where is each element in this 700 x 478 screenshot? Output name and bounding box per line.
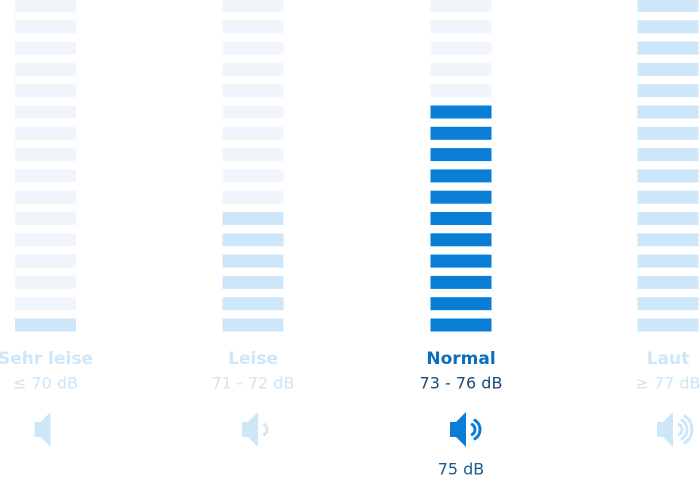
speaker-cone: [40, 412, 51, 447]
speaker-icon: [242, 412, 269, 447]
level-title: Sehr leise: [0, 349, 93, 369]
empty-bar: [222, 0, 284, 12]
level-bar: [430, 254, 492, 268]
empty-bar: [15, 62, 76, 76]
level-bar: [637, 20, 699, 34]
empty-bar: [15, 297, 76, 311]
level-bar: [430, 297, 492, 311]
speaker-icon: [450, 412, 482, 447]
empty-bar: [15, 254, 76, 268]
level-bar: [637, 169, 699, 183]
speaker-body: [450, 422, 457, 437]
level-bar: [637, 62, 699, 76]
level-bar: [222, 275, 284, 289]
speaker-wave: [262, 422, 269, 437]
empty-bar: [15, 126, 76, 140]
level-bar: [637, 233, 699, 247]
level-bar: [637, 297, 699, 311]
speaker-wave: [680, 418, 689, 441]
speaker-body: [657, 422, 664, 437]
empty-bar: [15, 148, 76, 162]
empty-bar: [15, 0, 76, 12]
empty-bar: [222, 41, 284, 55]
level-bar: [15, 318, 76, 332]
level-range: 71 - 72 dB: [212, 374, 295, 393]
level-bar: [430, 169, 492, 183]
empty-bar: [15, 275, 76, 289]
empty-bar: [222, 190, 284, 204]
level-bar: [222, 212, 284, 225]
level-bar: [637, 126, 699, 140]
level-bar: [637, 254, 699, 268]
level-bar: [430, 318, 492, 332]
level-bar: [637, 190, 699, 204]
empty-bar: [222, 169, 284, 183]
empty-bar: [15, 105, 76, 119]
level-bar: [637, 148, 699, 162]
level-title: Laut: [647, 349, 690, 369]
empty-bar: [15, 190, 76, 204]
speaker-wave: [683, 414, 694, 445]
level-bar: [637, 318, 699, 332]
empty-bar: [430, 84, 492, 98]
empty-bar: [222, 84, 284, 98]
speaker-wave: [473, 418, 482, 441]
level-bar: [430, 212, 492, 225]
empty-bar: [430, 0, 492, 12]
level-bar: [222, 318, 284, 332]
level-bar: [637, 0, 699, 12]
empty-bar: [15, 20, 76, 34]
speaker-body: [34, 422, 42, 437]
empty-bar: [222, 126, 284, 140]
empty-bar: [222, 20, 284, 34]
speaker-wave: [470, 422, 477, 437]
level-bar: [430, 275, 492, 289]
speaker-icon: [657, 412, 694, 447]
speaker-cone: [248, 412, 258, 447]
level-bar: [430, 233, 492, 247]
level-bar: [430, 148, 492, 162]
empty-bar: [15, 41, 76, 55]
empty-bar: [15, 169, 76, 183]
speaker-wave: [677, 422, 684, 437]
level-bar: [637, 84, 699, 98]
empty-bar: [222, 105, 284, 119]
speaker-icon: [34, 412, 51, 447]
current-reading: 75 dB: [438, 460, 485, 478]
empty-bar: [15, 233, 76, 247]
level-title: Leise: [228, 349, 278, 369]
level-bar: [430, 105, 492, 119]
empty-bar: [15, 84, 76, 98]
empty-bar: [222, 148, 284, 162]
level-bar: [430, 126, 492, 140]
level-bar: [222, 254, 284, 268]
level-bar: [222, 233, 284, 247]
speaker-body: [242, 422, 249, 437]
speaker-cone: [456, 412, 466, 447]
level-range: ≥ 77 dB: [635, 374, 700, 393]
level-bar: [222, 297, 284, 311]
level-title: Normal: [426, 349, 495, 369]
level-bar: [637, 212, 699, 225]
level-bar: [430, 190, 492, 204]
level-range: ≤ 70 dB: [13, 374, 78, 393]
level-bar: [637, 105, 699, 119]
level-range: 73 - 76 dB: [420, 374, 503, 393]
level-bar: [637, 41, 699, 55]
empty-bar: [222, 62, 284, 76]
speaker-cone: [663, 412, 673, 447]
empty-bar: [430, 62, 492, 76]
level-bar: [637, 275, 699, 289]
empty-bar: [430, 20, 492, 34]
empty-bar: [15, 212, 76, 225]
empty-bar: [430, 41, 492, 55]
